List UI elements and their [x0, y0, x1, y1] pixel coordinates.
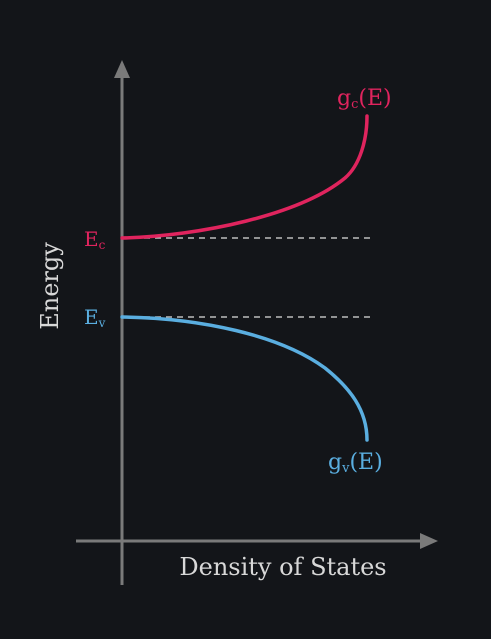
valence-dos-label-main: g [328, 450, 342, 475]
valence-dos-curve [120, 315, 369, 442]
x-axis-arrowhead [420, 533, 438, 549]
valence-band-edge-label-sub: v [98, 316, 106, 330]
conduction-dos-label-sub: c [351, 97, 358, 112]
y-axis-arrowhead [114, 60, 130, 78]
conduction-dos-curve [120, 114, 369, 240]
y-axis-label: Energy [36, 242, 64, 330]
x-axis-label: Density of States [179, 553, 386, 581]
conduction-dos-label-main: g [337, 86, 351, 111]
valence-dos-label-suffix: (E) [349, 450, 382, 475]
valence-band-edge-label-main: E [84, 305, 99, 329]
valence-dos-label-sub: v [341, 461, 350, 476]
conduction-dos-label: gc(E) [337, 86, 392, 112]
conduction-band-edge-label: Ec [84, 227, 106, 252]
valence-dos-label: gv(E) [328, 450, 383, 476]
conduction-dos-label-suffix: (E) [358, 86, 391, 111]
conduction-band-edge-label-main: E [84, 227, 99, 251]
valence-band-edge-label: Ev [84, 305, 106, 330]
conduction-band-edge-label-sub: c [99, 238, 106, 252]
